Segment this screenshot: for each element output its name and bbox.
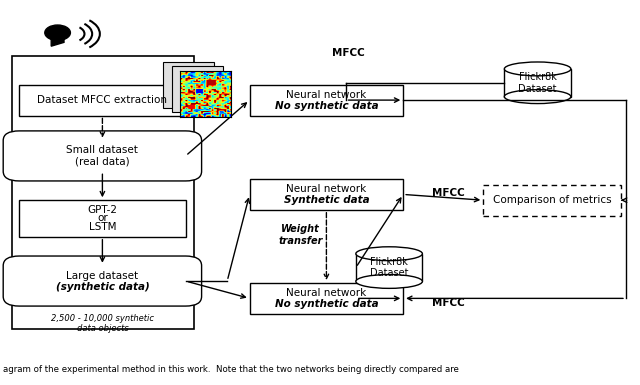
Text: MFCC: MFCC [431, 298, 465, 308]
FancyBboxPatch shape [19, 85, 186, 116]
Text: (real data): (real data) [75, 156, 130, 166]
Text: 2,500 - 10,000 synthetic
data objects: 2,500 - 10,000 synthetic data objects [51, 314, 154, 333]
FancyBboxPatch shape [250, 85, 403, 116]
Text: agram of the experimental method in this work.  Note that the two networks being: agram of the experimental method in this… [3, 365, 459, 374]
Bar [504, 69, 571, 97]
Text: or: or [97, 214, 108, 223]
Text: Synthetic data: Synthetic data [284, 195, 369, 205]
Text: Neural network: Neural network [286, 184, 367, 194]
Bar [356, 254, 422, 281]
Text: Dataset MFCC extraction: Dataset MFCC extraction [37, 95, 168, 105]
Text: Flickr8k
Dataset: Flickr8k Dataset [370, 257, 408, 278]
Text: No synthetic data: No synthetic data [275, 299, 378, 309]
Text: Large dataset: Large dataset [67, 271, 138, 281]
Text: Neural network: Neural network [286, 288, 367, 298]
Bar [163, 62, 214, 108]
FancyBboxPatch shape [19, 200, 186, 237]
Polygon shape [51, 33, 64, 46]
Bar [12, 56, 194, 329]
Text: (synthetic data): (synthetic data) [56, 281, 149, 291]
Text: Small dataset: Small dataset [67, 146, 138, 156]
Text: GPT-2: GPT-2 [88, 206, 117, 216]
FancyBboxPatch shape [250, 179, 403, 210]
Ellipse shape [356, 275, 422, 288]
Text: No synthetic data: No synthetic data [275, 100, 378, 110]
Ellipse shape [356, 247, 422, 261]
FancyBboxPatch shape [3, 131, 202, 181]
FancyBboxPatch shape [3, 256, 202, 306]
Text: MFCC: MFCC [431, 187, 465, 198]
Circle shape [45, 25, 70, 40]
FancyBboxPatch shape [250, 283, 403, 314]
Text: Weight
transfer: Weight transfer [278, 224, 323, 246]
Text: MFCC: MFCC [332, 48, 365, 58]
Ellipse shape [504, 62, 571, 76]
FancyBboxPatch shape [483, 185, 621, 216]
Text: Comparison of metrics: Comparison of metrics [493, 195, 611, 205]
Ellipse shape [504, 90, 571, 104]
Text: Flickr8k
Dataset: Flickr8k Dataset [518, 72, 557, 94]
Bar [172, 66, 223, 112]
Text: Neural network: Neural network [286, 90, 367, 100]
Text: LSTM: LSTM [89, 221, 116, 231]
